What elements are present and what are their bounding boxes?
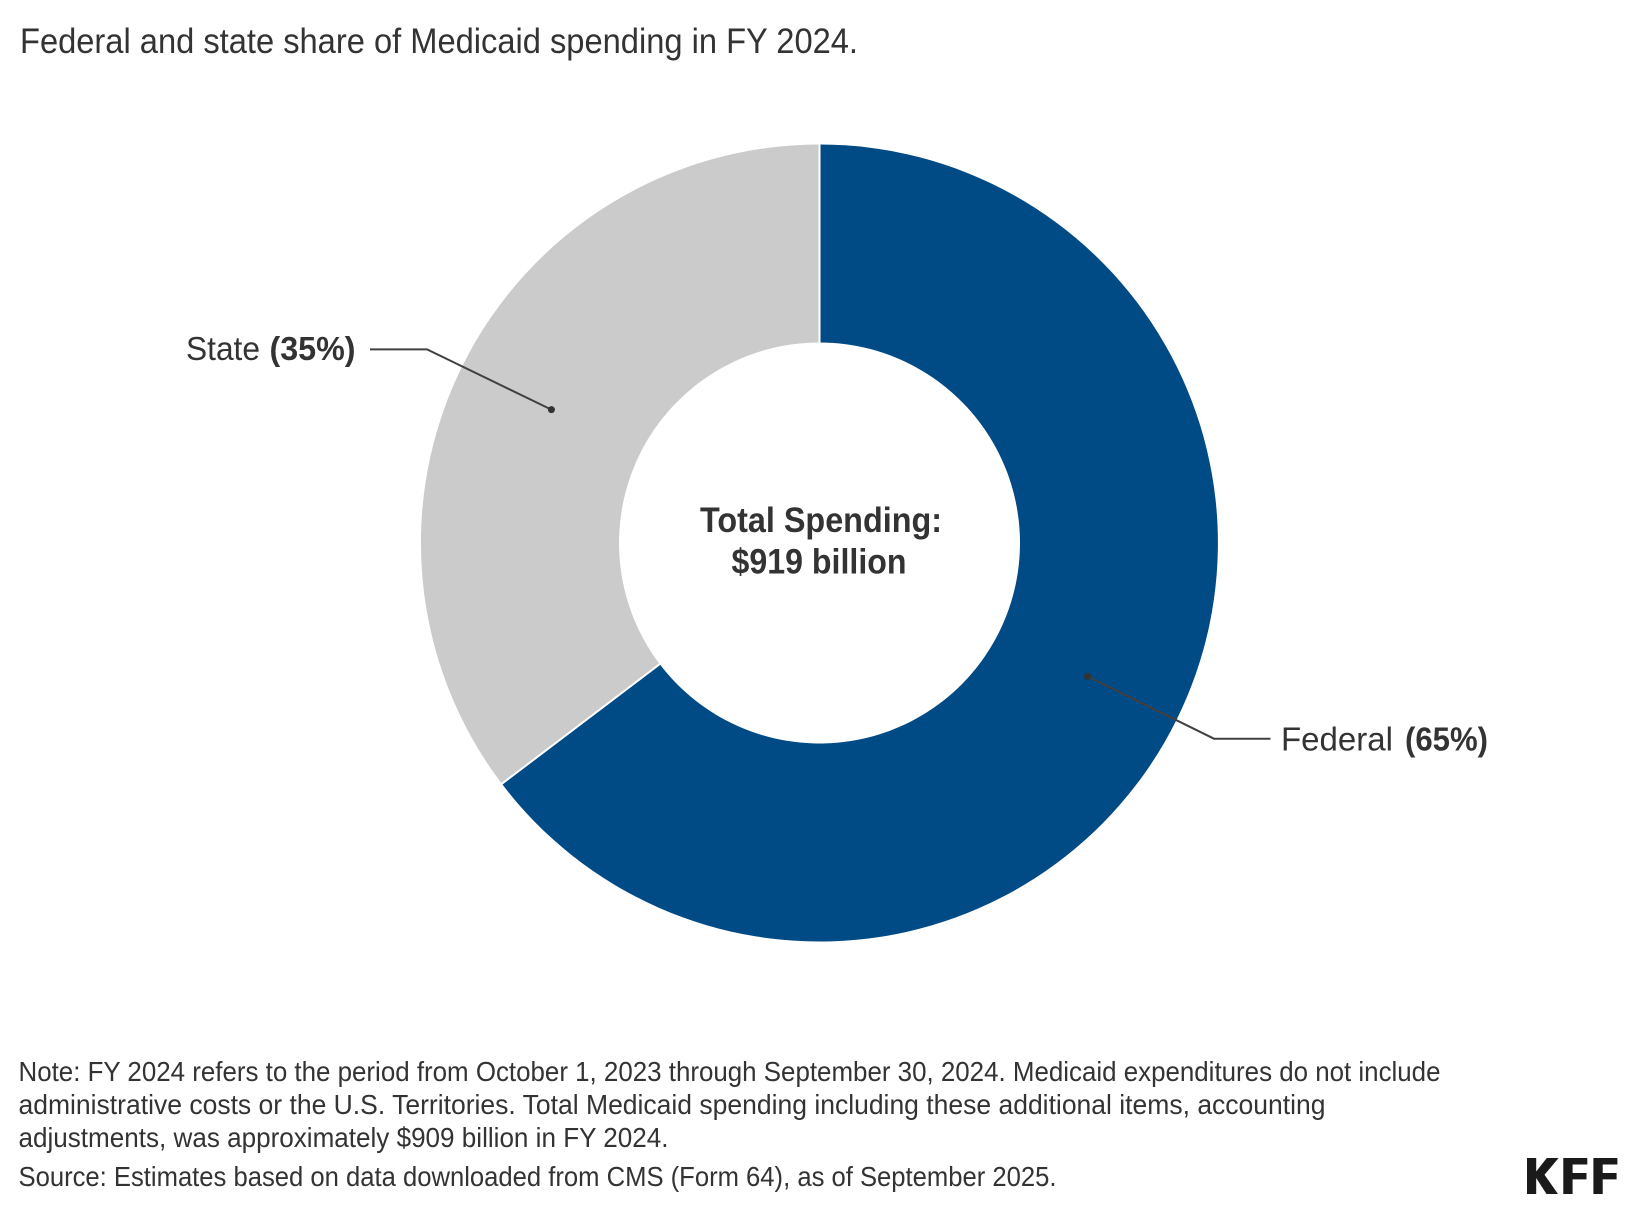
svg-text:State: State — [186, 331, 260, 368]
svg-text:Federal: Federal — [1281, 722, 1393, 759]
svg-text:adjustments, was approximately: adjustments, was approximately $909 bill… — [19, 1122, 669, 1153]
svg-text:Total Spending:: Total Spending: — [700, 501, 942, 540]
svg-text:administrative costs or the U.: administrative costs or the U.S. Territo… — [19, 1089, 1326, 1120]
svg-text:Source: Estimates based on dat: Source: Estimates based on data download… — [19, 1161, 1057, 1192]
svg-text:$919 billion: $919 billion — [732, 543, 907, 582]
svg-text:(65%): (65%) — [1405, 722, 1488, 759]
svg-text:(35%): (35%) — [270, 331, 356, 368]
svg-text:Federal and state share of Med: Federal and state share of Medicaid spen… — [20, 22, 858, 61]
svg-text:Note: FY 2024 refers to the pe: Note: FY 2024 refers to the period from … — [19, 1056, 1441, 1087]
